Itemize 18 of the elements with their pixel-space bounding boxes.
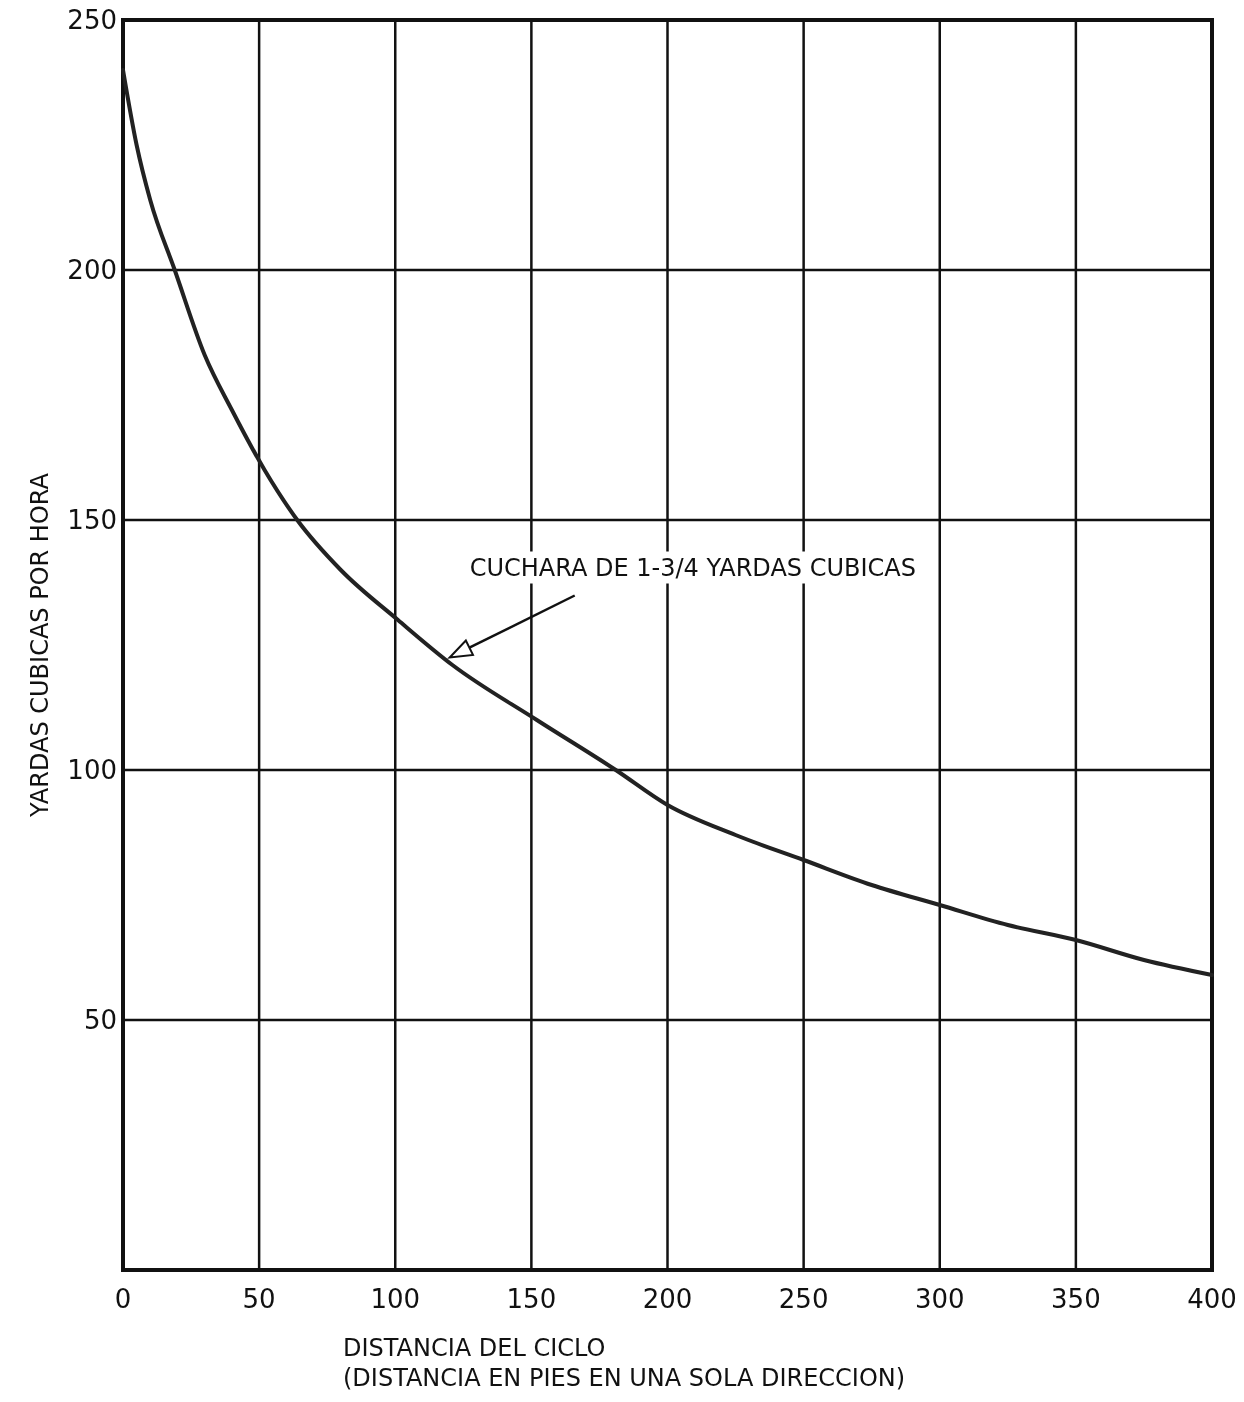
x-tick-label: 100 — [370, 1284, 421, 1314]
x-tick-label: 200 — [642, 1284, 693, 1314]
x-tick-label: 250 — [778, 1284, 829, 1314]
x-axis-title: DISTANCIA DEL CICLO (DISTANCIA EN PIES EN UNA SOLA DIRECCION) — [343, 1334, 906, 1392]
x-tick-label: 400 — [1187, 1284, 1237, 1314]
y-tick-label: 200 — [67, 255, 117, 285]
x-tick-label: 0 — [114, 1284, 132, 1314]
y-tick-label: 100 — [67, 755, 117, 785]
y-tick-label: 150 — [67, 505, 117, 535]
x-tick-label: 350 — [1051, 1284, 1101, 1314]
y-tick-label: 250 — [67, 5, 117, 35]
y-axis-title: YARDAS CUBICAS POR HORA — [26, 472, 54, 818]
line-series — [121, 68, 1214, 977]
x-tick-label: 50 — [242, 1284, 276, 1314]
x-tick-label: 150 — [506, 1284, 557, 1314]
annotation: CUCHARA DE 1-3/4 YARDAS CUBICAS — [469, 553, 916, 582]
x-tick-label: 300 — [914, 1284, 965, 1314]
y-tick-label: 50 — [83, 1005, 117, 1035]
